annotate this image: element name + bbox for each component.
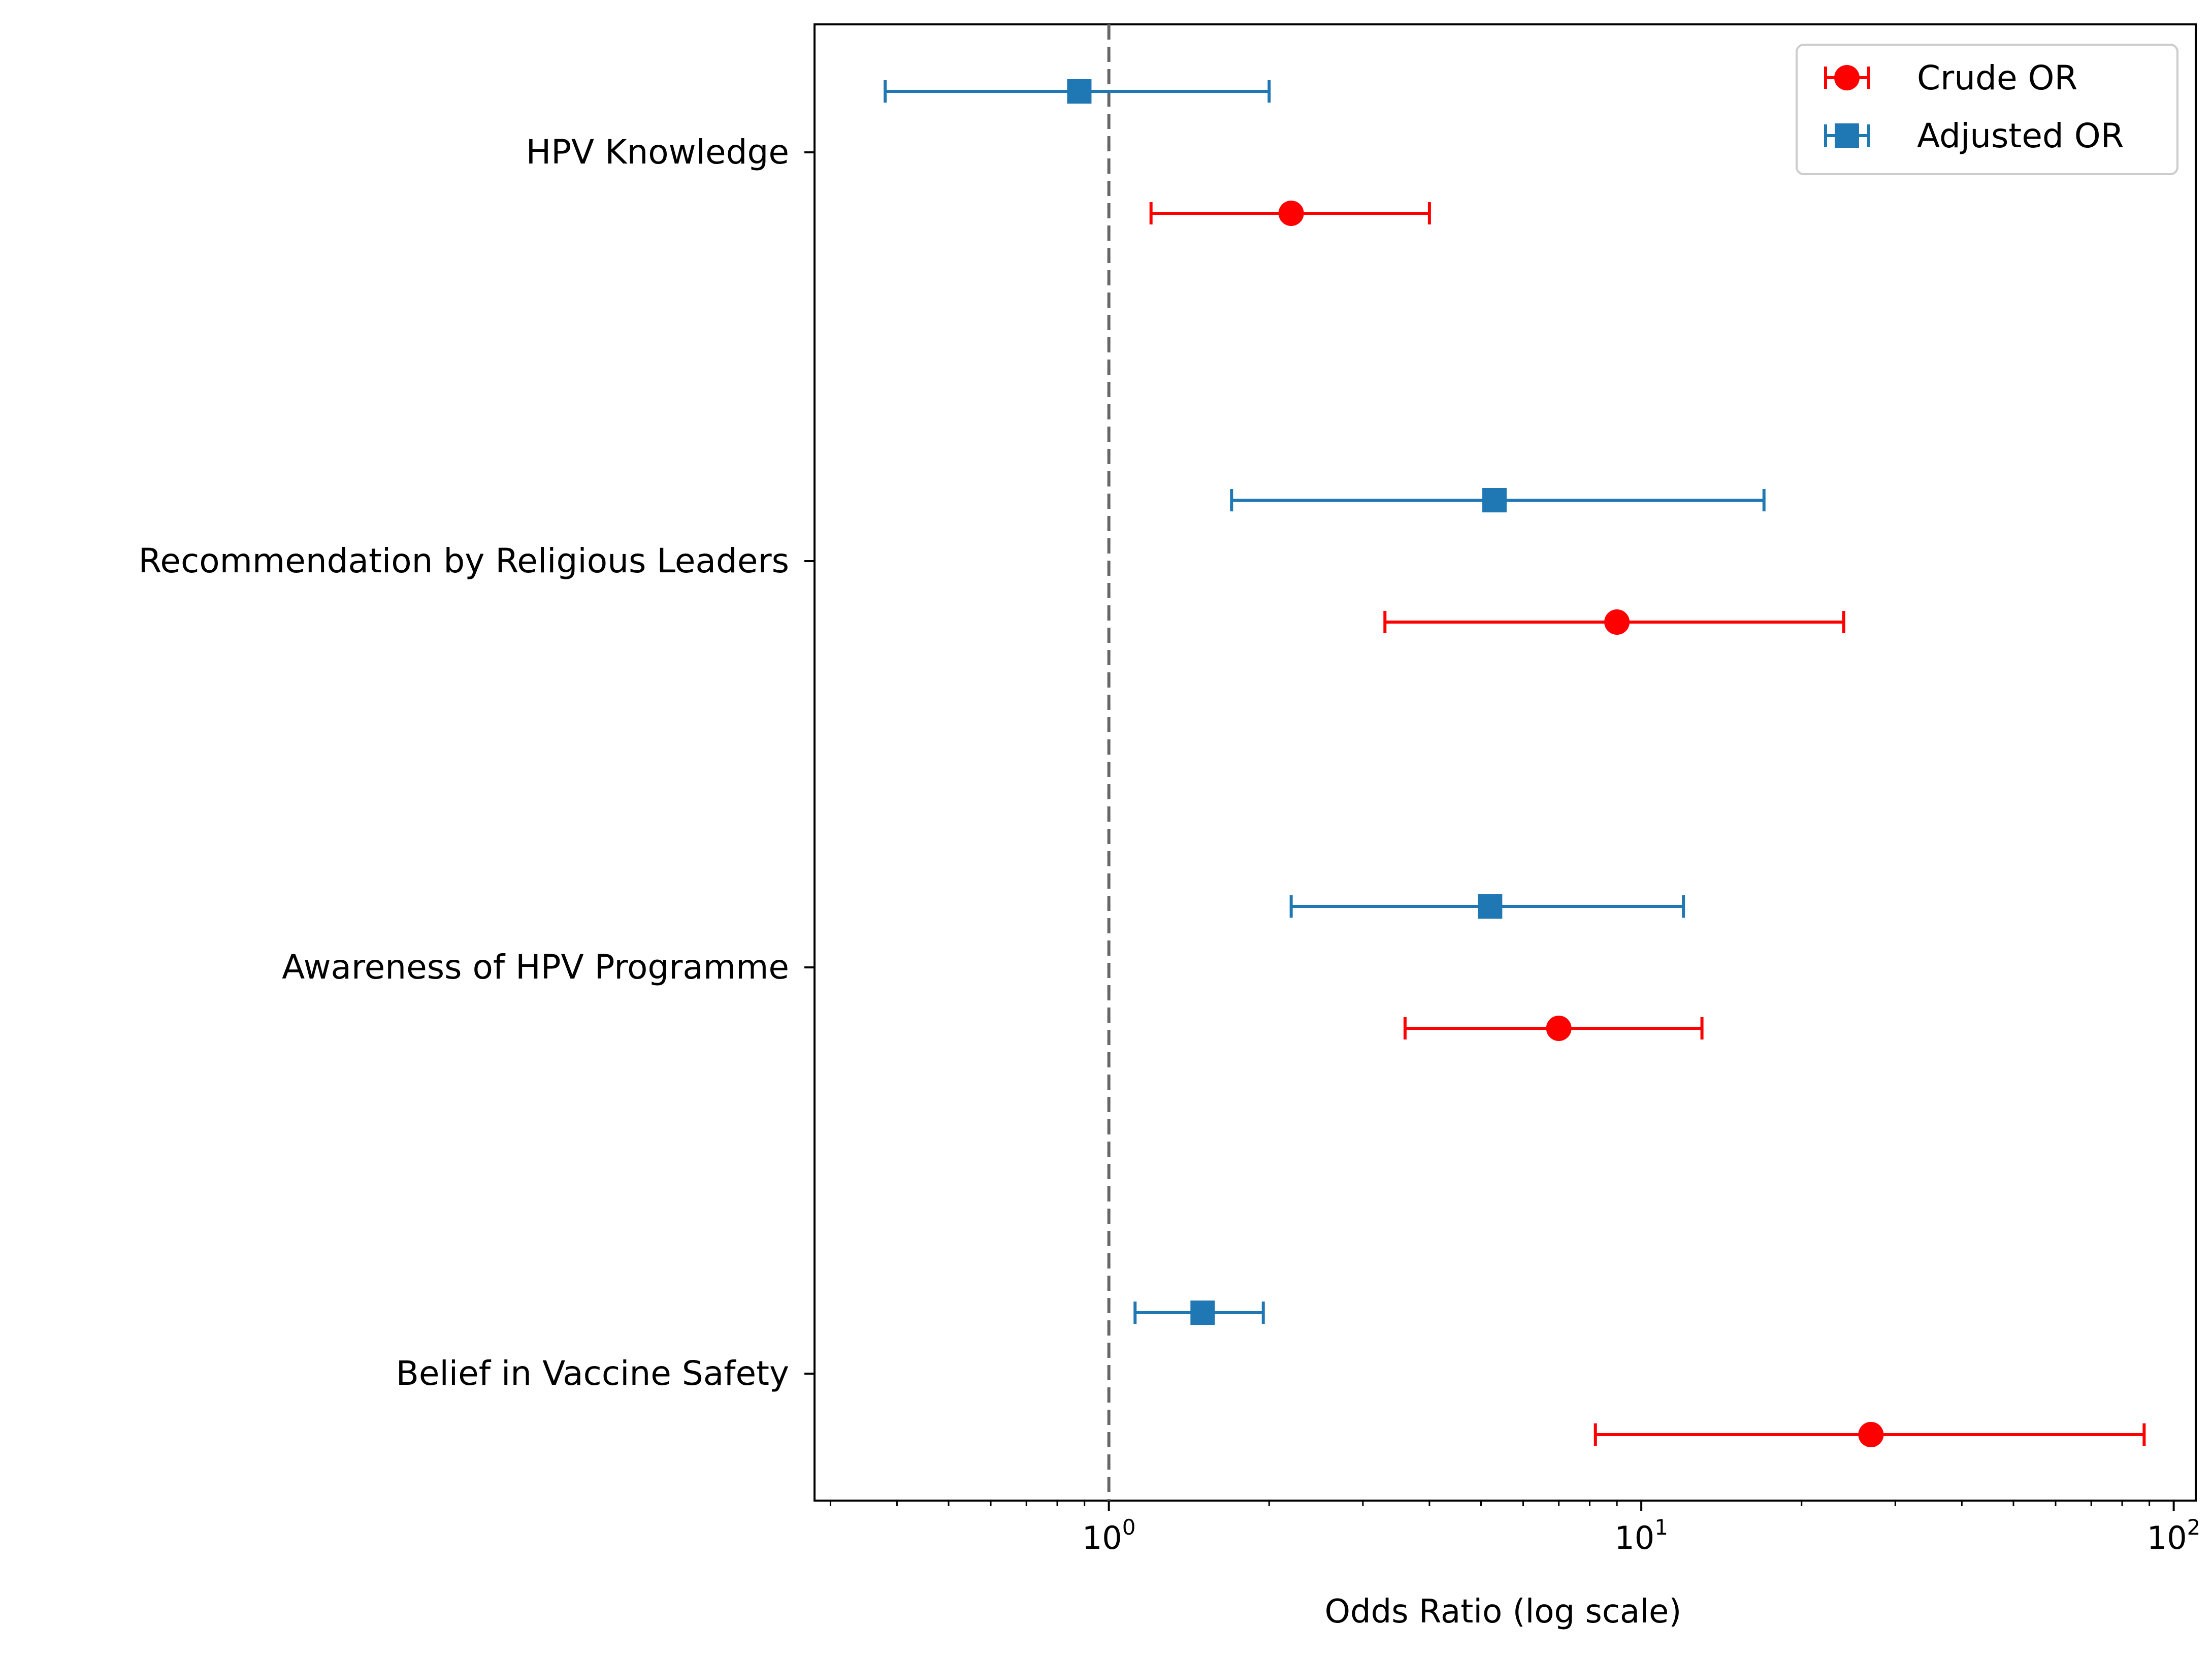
plot-area-frame bbox=[814, 23, 2197, 1502]
legend: Crude OR Adjusted OR bbox=[1796, 44, 2178, 175]
series-crude-or bbox=[1149, 201, 2146, 1447]
x-tick-label: 100 bbox=[1082, 1515, 1136, 1556]
point-estimate-marker bbox=[1858, 1422, 1884, 1447]
x-tick-label: 101 bbox=[1614, 1515, 1668, 1556]
point-estimate-marker bbox=[1190, 1301, 1215, 1325]
legend-label: Crude OR bbox=[1917, 58, 2077, 98]
category-label: Belief in Vaccine Safety bbox=[396, 1354, 789, 1393]
legend-marker bbox=[1835, 123, 1859, 148]
legend-entry: Adjusted OR bbox=[1824, 116, 2124, 155]
point-estimate-marker bbox=[1604, 609, 1630, 635]
legend-label: Adjusted OR bbox=[1917, 116, 2124, 155]
x-tick-base: 10 bbox=[1082, 1519, 1122, 1556]
x-tick-exponent: 0 bbox=[1122, 1515, 1136, 1540]
x-axis-label: Odds Ratio (log scale) bbox=[1325, 1593, 1682, 1631]
y-axis-categories: HPV Knowledge Recommendation by Religious… bbox=[138, 133, 815, 1393]
x-tick-exponent: 1 bbox=[1654, 1515, 1668, 1540]
point-estimate-marker bbox=[1067, 79, 1092, 104]
legend-entry: Crude OR bbox=[1824, 58, 2077, 98]
x-tick-label: 102 bbox=[2147, 1515, 2201, 1556]
point-estimate-marker bbox=[1478, 894, 1503, 919]
point-estimate-marker bbox=[1546, 1016, 1572, 1041]
x-tick-base: 10 bbox=[1614, 1519, 1654, 1556]
category-label: Awareness of HPV Programme bbox=[282, 948, 789, 987]
x-axis-ticks: 100 101 102 bbox=[829, 1501, 2201, 1556]
point-estimate-marker bbox=[1482, 488, 1507, 512]
error-bar-series bbox=[884, 79, 2146, 1447]
legend-box bbox=[1796, 44, 2178, 175]
category-label: HPV Knowledge bbox=[526, 133, 789, 172]
category-label: Recommendation by Religious Leaders bbox=[138, 541, 789, 580]
point-estimate-marker bbox=[1278, 201, 1304, 226]
x-tick-base: 10 bbox=[2147, 1519, 2187, 1556]
series-adjusted-or bbox=[884, 79, 1766, 1325]
legend-marker bbox=[1834, 65, 1860, 90]
x-tick-exponent: 2 bbox=[2187, 1515, 2201, 1540]
